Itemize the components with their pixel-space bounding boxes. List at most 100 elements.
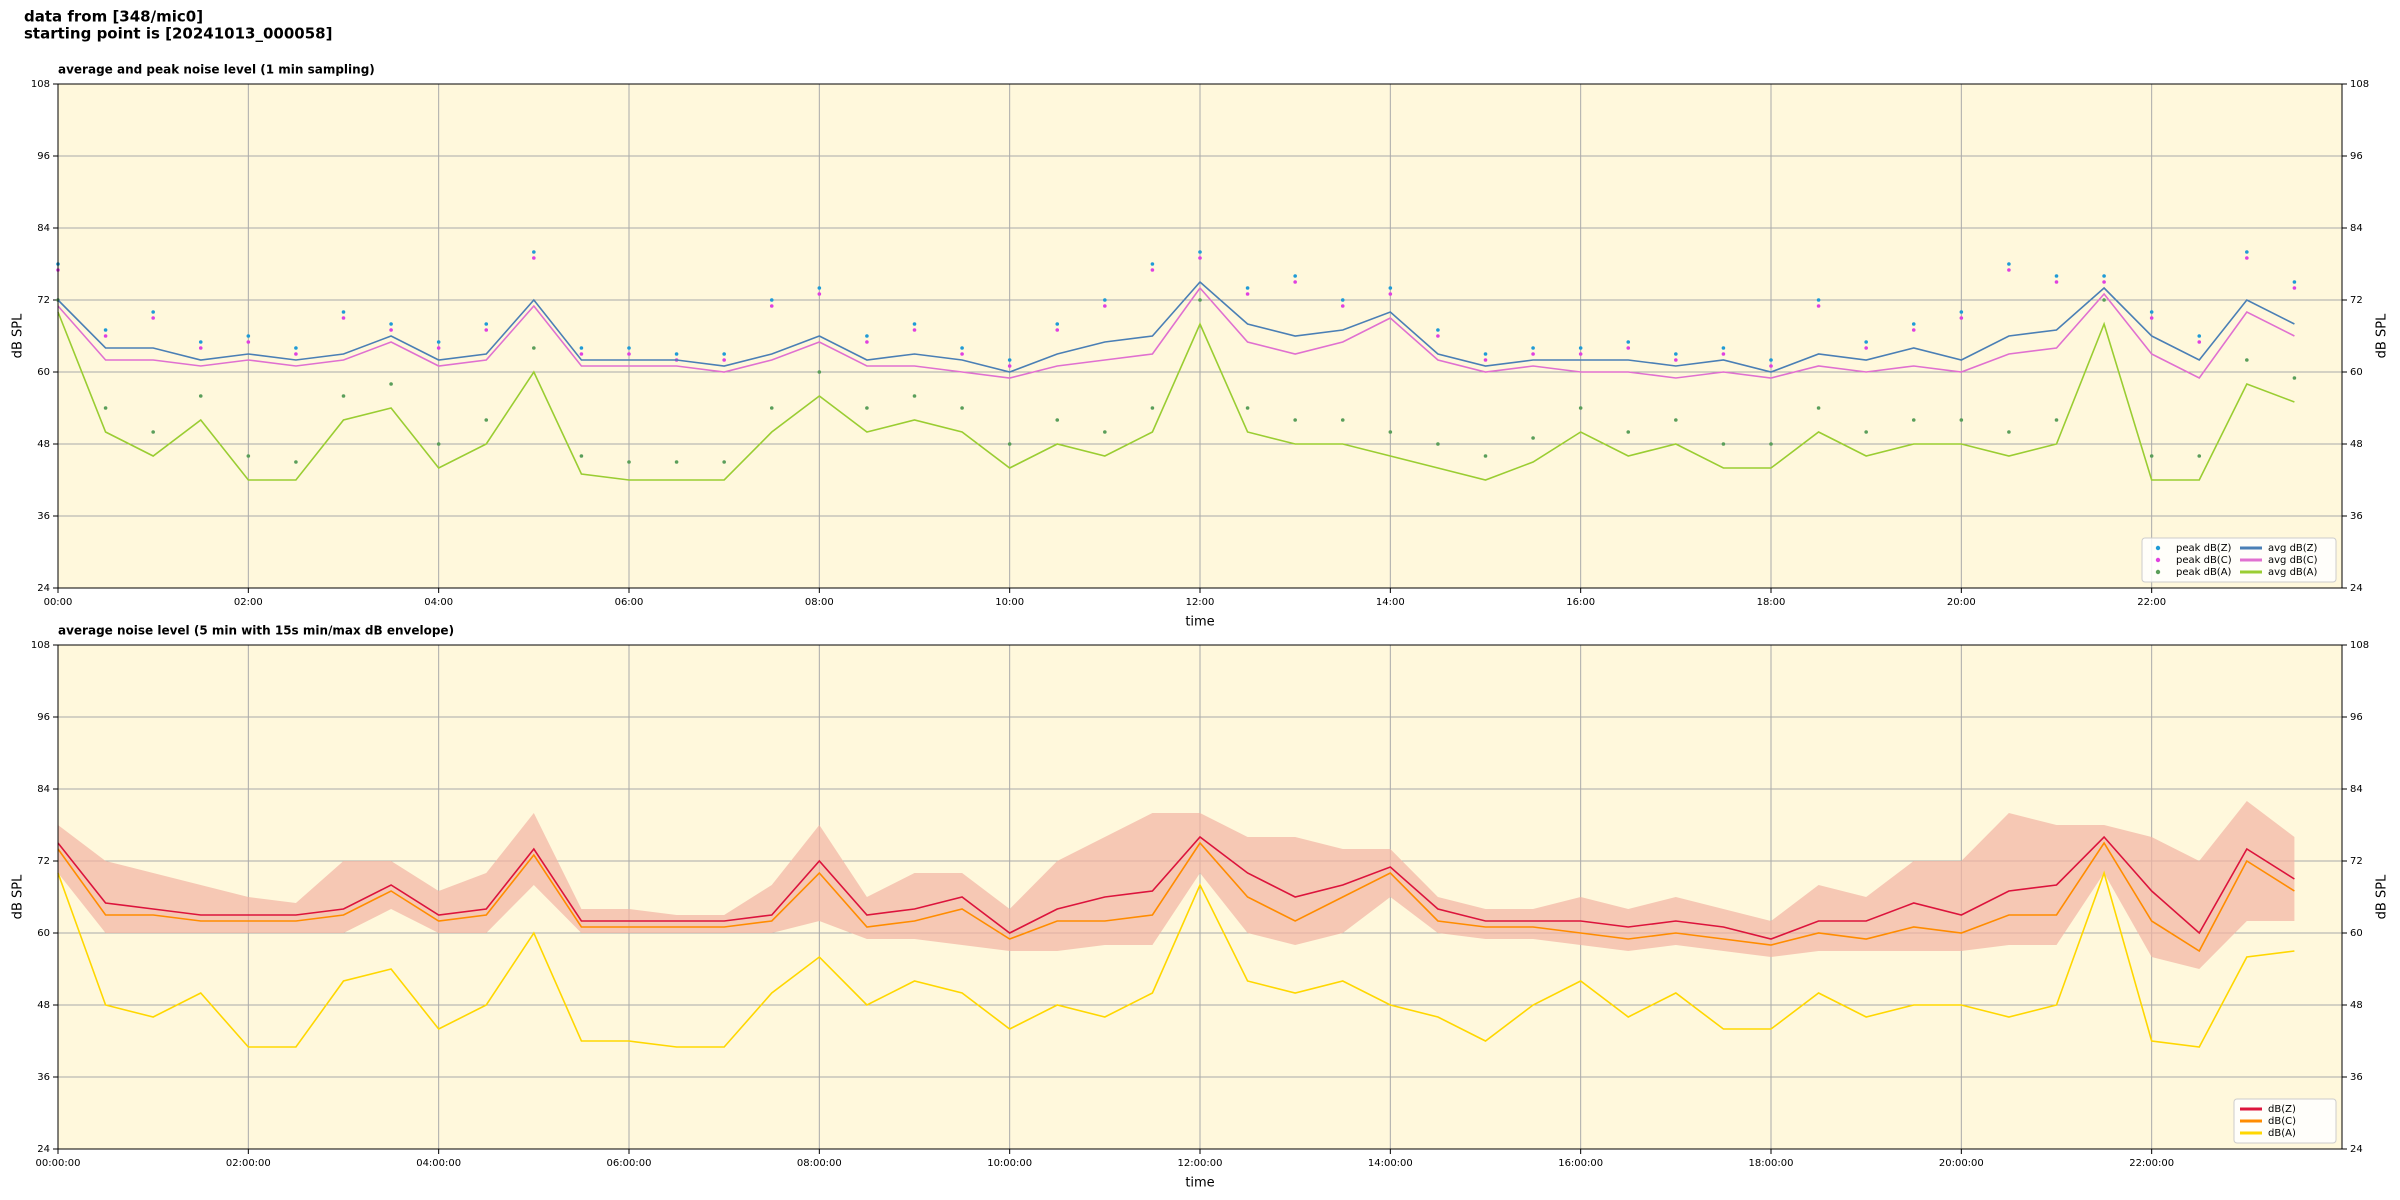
peak-point (198, 340, 203, 344)
legend-label: avg dB(Z) (2268, 543, 2318, 554)
peak-point (1864, 346, 1868, 350)
peak-point (1578, 406, 1583, 410)
peak-point (389, 322, 393, 326)
peak-point (817, 286, 822, 290)
peak-point (198, 346, 203, 350)
peak-point (627, 352, 631, 356)
x-tick-label: 22:00 (2137, 597, 2166, 608)
peak-point (960, 346, 964, 350)
peak-point (1388, 292, 1393, 296)
peak-point (1674, 418, 1678, 422)
peak-point (1436, 442, 1440, 446)
y-axis-label: dB SPL (11, 874, 26, 919)
panel: average noise level (5 min with 15s min/… (11, 624, 2390, 1191)
peak-point (341, 310, 346, 314)
peak-point (1911, 322, 1916, 326)
peak-point (817, 292, 822, 296)
y-tick-label: 24 (37, 583, 50, 594)
x-tick-label: 16:00:00 (1558, 1158, 1603, 1169)
x-tick-label: 04:00:00 (416, 1158, 461, 1169)
peak-point (1864, 340, 1868, 344)
y-tick-label: 108 (31, 79, 50, 90)
x-tick-label: 22:00:00 (2129, 1158, 2174, 1169)
peak-point (1578, 346, 1583, 350)
peak-point (1293, 280, 1297, 284)
peak-point (1150, 268, 1155, 272)
peak-point (389, 328, 393, 332)
panel: average and peak noise level (1 min samp… (11, 63, 2390, 630)
peak-point (1626, 340, 1631, 344)
y-tick-label-right: 72 (2350, 295, 2363, 306)
series-line (57, 286, 2295, 380)
peak-point (341, 394, 346, 398)
y-tick-label-right: 108 (2350, 640, 2369, 651)
peak-point (722, 358, 726, 362)
peak-point (198, 394, 203, 398)
legend-label: avg dB(C) (2268, 555, 2318, 566)
series-line (57, 841, 2295, 953)
x-axis-label: time (1185, 615, 1214, 630)
peak-point (579, 454, 584, 458)
peak-point (579, 346, 584, 350)
peak-point (1531, 436, 1535, 440)
peak-point (294, 460, 298, 464)
suptitle: data from [348/mic0] (24, 8, 203, 26)
peak-point (1340, 418, 1345, 422)
peak-point (1721, 346, 1726, 350)
peak-point (103, 334, 108, 338)
y-axis-label: dB SPL (11, 313, 26, 358)
legend-label: peak dB(Z) (2176, 543, 2232, 554)
peak-point (2102, 298, 2106, 302)
peak-point (1293, 418, 1297, 422)
peak-point (1769, 442, 1773, 446)
x-tick-label: 00:00 (44, 597, 73, 608)
peak-point (389, 382, 393, 386)
x-tick-label: 04:00 (424, 597, 453, 608)
peak-point (1436, 328, 1440, 332)
series-line (57, 280, 2295, 373)
peak-point (2245, 256, 2249, 260)
y-tick-label: 96 (37, 151, 50, 162)
y-tick-label-right: 84 (2350, 223, 2363, 234)
peak-point (1245, 286, 1250, 290)
series-line (57, 311, 2295, 481)
peak-point (484, 418, 489, 422)
legend-label: peak dB(C) (2176, 555, 2232, 566)
x-tick-label: 00:00:00 (36, 1158, 81, 1169)
peak-point (1911, 418, 1916, 422)
peak-point (2149, 310, 2154, 314)
peak-point (627, 346, 631, 350)
x-tick-label: 20:00:00 (1939, 1158, 1984, 1169)
peak-point (151, 316, 155, 320)
peak-point (2197, 340, 2202, 344)
peak-point (1055, 418, 1060, 422)
y-tick-label: 108 (31, 640, 50, 651)
y-tick-label-right: 96 (2350, 712, 2363, 723)
peak-point (246, 340, 251, 344)
peak-point (436, 340, 441, 344)
peak-point (1483, 454, 1488, 458)
peak-point (2007, 268, 2011, 272)
peak-point (1816, 298, 1821, 302)
legend-label: avg dB(A) (2268, 567, 2318, 578)
y-tick-label-right: 72 (2350, 856, 2363, 867)
peak-point (1674, 352, 1678, 356)
peak-point (2007, 262, 2011, 266)
peak-point (103, 328, 108, 332)
peak-point (865, 334, 869, 338)
peak-point (912, 322, 917, 326)
peak-point (1245, 292, 1250, 296)
y-tick-label: 96 (37, 712, 50, 723)
peak-point (151, 310, 155, 314)
x-tick-label: 14:00:00 (1368, 1158, 1413, 1169)
peak-point (1911, 328, 1916, 332)
y-tick-label: 84 (37, 784, 50, 795)
peak-point (1293, 274, 1297, 278)
y-tick-label-right: 60 (2350, 367, 2363, 378)
series-line (57, 835, 2295, 940)
suptitle: starting point is [20241013_000058] (24, 25, 332, 43)
x-tick-label: 08:00:00 (797, 1158, 842, 1169)
peak-point (722, 460, 726, 464)
plot-frame (57, 644, 2343, 1150)
x-tick-label: 20:00 (1947, 597, 1976, 608)
